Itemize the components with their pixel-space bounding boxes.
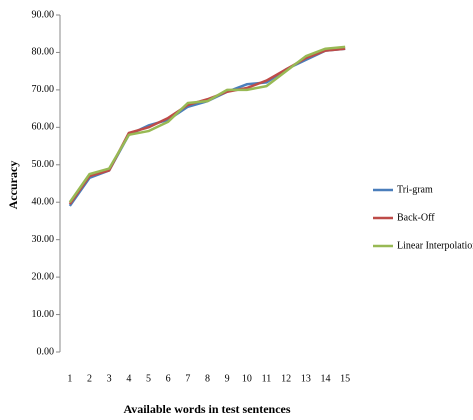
x-tick-label: 12	[281, 373, 291, 384]
y-tick-label: 10.00	[32, 309, 55, 320]
x-tick-label: 1	[67, 373, 72, 384]
legend-label: Linear Interpolation	[397, 240, 473, 251]
y-axis-title: Accuracy	[6, 161, 20, 210]
y-tick-label: 30.00	[32, 234, 55, 245]
series-line	[68, 47, 346, 205]
x-tick-label: 10	[242, 373, 252, 384]
y-tick-label: 70.00	[32, 84, 55, 95]
x-tick-label: 8	[205, 373, 210, 384]
y-tick-label: 90.00	[32, 9, 55, 20]
x-tick-label: 4	[126, 373, 131, 384]
x-tick-label: 13	[301, 373, 311, 384]
y-tick-label: 80.00	[32, 47, 55, 58]
x-tick-label: 6	[166, 373, 171, 384]
x-tick-label: 15	[340, 373, 350, 384]
x-axis-title: Available words in test sentences	[123, 402, 290, 416]
x-tick-label: 2	[87, 373, 92, 384]
legend-label: Back-Off	[397, 212, 435, 223]
x-tick-label: 14	[321, 373, 331, 384]
y-tick-label: 0.00	[37, 346, 55, 357]
x-tick-label: 7	[185, 373, 190, 384]
legend-label: Tri-gram	[397, 184, 433, 195]
series-line	[68, 47, 346, 207]
series-line	[68, 45, 346, 203]
y-tick-label: 40.00	[32, 197, 55, 208]
x-tick-label: 5	[146, 373, 151, 384]
x-tick-label: 9	[225, 373, 230, 384]
y-tick-label: 60.00	[32, 122, 55, 133]
x-tick-label: 3	[107, 373, 112, 384]
x-tick-label: 11	[262, 373, 272, 384]
y-tick-label: 50.00	[32, 159, 55, 170]
y-tick-label: 20.00	[32, 271, 55, 282]
